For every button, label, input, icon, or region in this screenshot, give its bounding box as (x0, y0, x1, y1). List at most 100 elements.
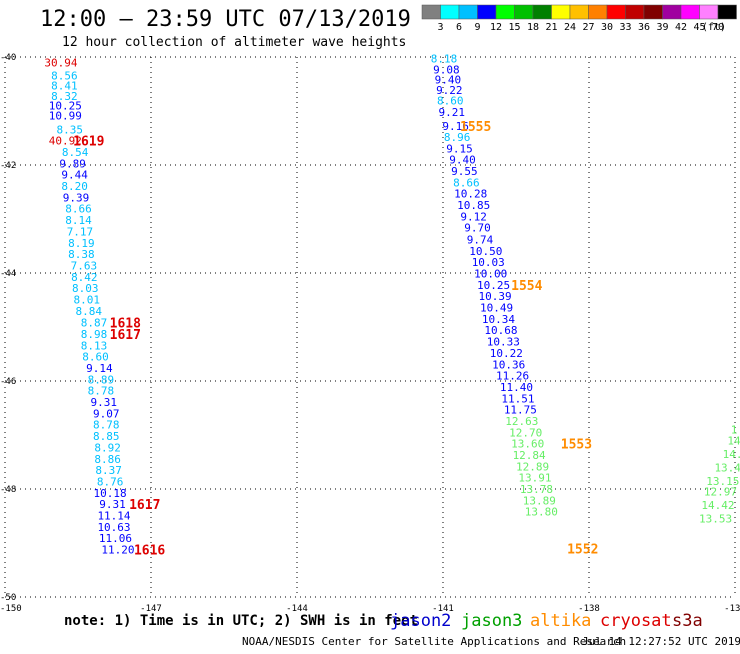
wave-height-value: 9.15 (446, 142, 473, 155)
wave-height-value: 9.31 (99, 498, 126, 511)
wave-height-value: 8.96 (444, 131, 471, 144)
legend-tick-label: 18 (527, 22, 539, 33)
wave-height-value: 9.21 (439, 106, 466, 119)
wave-height-value: 11.14 (97, 509, 130, 522)
legend-swatch (477, 4, 497, 20)
legend-tick-label: 27 (582, 22, 594, 33)
wave-height-value: 11.06 (99, 532, 132, 545)
legend-swatch (458, 4, 478, 20)
wave-height-value: 8.86 (94, 453, 121, 466)
wave-height-labels: 30.948.568.418.3210.2510.998.3540.928.54… (44, 53, 740, 557)
wave-height-value: 12.84 (513, 449, 546, 462)
wave-height-value: 9.16 (442, 120, 469, 133)
wave-height-value: 9.08 (433, 63, 460, 76)
legend-tick-label: 9 (474, 22, 480, 33)
wave-height-value: 8.13 (81, 339, 108, 352)
wave-height-value: 8.20 (61, 180, 88, 193)
wave-height-value: 10.68 (484, 324, 517, 337)
x-tick-label: -150 (0, 604, 22, 614)
wave-height-value: 8.76 (97, 475, 124, 488)
chart-title: 12:00 — 23:59 UTC 07/13/2019 (40, 7, 411, 32)
wave-height-value: 9.44 (61, 169, 88, 182)
wave-height-value: 8.42 (71, 271, 98, 284)
wave-height-value: 7.17 (67, 225, 94, 238)
y-tick-label: -46 (0, 377, 16, 387)
legend-swatch (440, 4, 460, 20)
x-tick-label: -135 (724, 604, 740, 614)
footer-timestamp: Jul 14 12:27:52 UTC 2019 (582, 635, 740, 648)
wave-height-value: 10.39 (479, 290, 512, 303)
wave-height-value: 10.36 (492, 358, 525, 371)
legend-tick-label: 30 (601, 22, 613, 33)
wave-height-value: 9.07 (93, 407, 120, 420)
pass-time-label: 1619 (73, 135, 104, 150)
legend-tick-label: 12 (490, 22, 502, 33)
wave-height-value: 30.94 (44, 56, 77, 69)
footer-credit: NOAA/NESDIS Center for Satellite Applica… (242, 635, 626, 648)
legend-swatch (495, 4, 515, 20)
wave-height-value: 8.35 (56, 123, 83, 136)
legend-tick-label: 45 (693, 22, 705, 33)
legend-tick-label: 36 (638, 22, 650, 33)
legend-tick-label: 70 (712, 22, 724, 33)
legend-tick-label: 42 (675, 22, 687, 33)
wave-height-value: 10.85 (457, 199, 490, 212)
wave-height-value: 12.97 (704, 486, 737, 499)
legend-tick-label: 21 (545, 22, 557, 33)
wave-height-value: 9.22 (436, 84, 463, 97)
legend-swatch (643, 4, 663, 20)
legend-tick-label: 39 (656, 22, 668, 33)
wave-height-value: 8.54 (62, 146, 89, 159)
wave-height-value: 8.38 (68, 248, 95, 261)
wave-height-value: 8.66 (453, 176, 480, 189)
wave-height-value: 13.15 (706, 475, 739, 488)
wave-height-value: 8.18 (431, 53, 458, 66)
wave-height-value: 8.98 (81, 328, 108, 341)
wave-height-value: 9.31 (91, 396, 118, 409)
wave-height-value: 14. (723, 448, 740, 461)
satellite-legend-altika: altika (530, 611, 591, 631)
wave-height-value: 12.70 (509, 426, 542, 439)
wave-height-value: 8.03 (72, 282, 99, 295)
wave-height-value: 8.89 (88, 373, 115, 386)
legend-swatch (532, 4, 552, 20)
wave-height-value: 10.50 (469, 245, 502, 258)
wave-height-value: 10.00 (474, 268, 507, 281)
satellite-legend-s3a: s3a (672, 611, 703, 631)
wave-height-value: 8.41 (51, 80, 78, 93)
pass-time-label: 1554 (511, 279, 542, 294)
wave-height-value: 8.78 (93, 419, 120, 432)
legend-swatch (662, 4, 682, 20)
wave-height-value: 13.89 (523, 494, 556, 507)
wave-height-value: 10.28 (454, 188, 487, 201)
legend-tick-label: 15 (508, 22, 520, 33)
legend-swatch (569, 4, 589, 20)
y-tick-label: -50 (0, 593, 16, 603)
wave-height-value: 11.75 (504, 404, 537, 417)
y-tick-label: -44 (0, 269, 16, 279)
legend-tick-label: 33 (619, 22, 631, 33)
wave-height-value: 9.55 (451, 165, 478, 178)
legend-tick-label: 3 (437, 22, 443, 33)
wave-height-value: 8.66 (65, 203, 92, 216)
wave-height-value: 8.14 (65, 214, 92, 227)
y-tick-label: -40 (0, 53, 16, 63)
color-legend: 3 6 9 12 15 18 21 24 27 30 33 36 39 42 45 70(ft) (421, 4, 737, 33)
wave-height-value: 40.92 (49, 135, 82, 148)
pass-time-label: 1553 (561, 438, 592, 453)
wave-height-value: 12.89 (516, 460, 549, 473)
wave-height-value: 8.19 (68, 237, 95, 250)
pass-time-label: 1616 (134, 543, 165, 558)
wave-height-value: 13.80 (525, 506, 558, 519)
x-tick-label: -138 (578, 604, 600, 614)
legend-unit-label: (ft) (702, 22, 726, 33)
x-tick-label: -144 (286, 604, 308, 614)
pass-time-label: 1552 (567, 542, 598, 557)
pass-time-label: 1617 (110, 328, 141, 343)
x-tick-label: -147 (140, 604, 162, 614)
wave-height-value: 13.53 (699, 513, 732, 526)
wave-height-value: 8.60 (82, 351, 109, 364)
wave-height-value: 8.87 (81, 317, 108, 330)
